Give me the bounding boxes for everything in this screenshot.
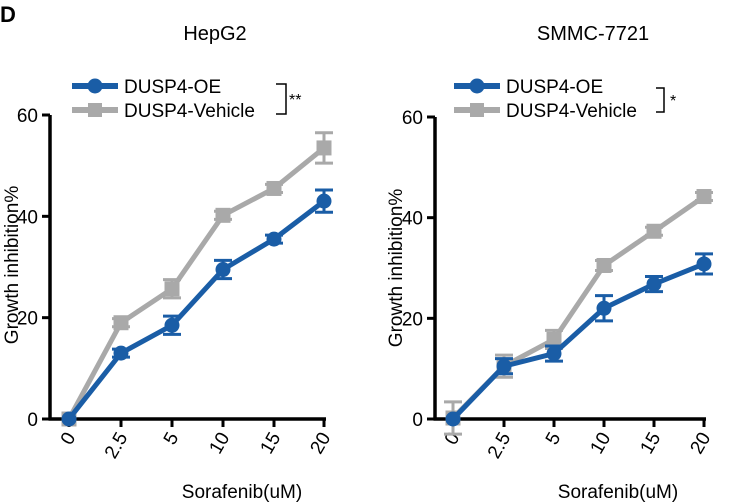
data-point-vehicle (113, 315, 129, 331)
panel-label: D (0, 2, 16, 27)
legend-vehicle-marker (88, 103, 102, 117)
legend-vehicle-marker (470, 103, 484, 117)
data-point-oe (596, 300, 612, 316)
significance-mark: ** (289, 92, 301, 109)
x-tick-label: 0 (57, 429, 80, 449)
x-tick-label: 20 (687, 429, 716, 458)
x-tick-label: 2.5 (101, 429, 132, 462)
x-axis-label: Sorafenib(uM) (558, 482, 678, 503)
data-point-oe (215, 262, 231, 278)
series-line-oe (451, 261, 705, 421)
x-tick-label: 20 (307, 429, 336, 458)
data-point-oe (546, 346, 562, 362)
data-point-oe (266, 231, 282, 247)
series-line-oe (67, 199, 326, 421)
data-point-vehicle (266, 180, 282, 196)
significance-bracket (276, 83, 287, 115)
data-point-vehicle (316, 140, 332, 156)
y-tick-label: 60 (17, 106, 38, 127)
data-point-vehicle (696, 189, 712, 205)
data-point-oe (113, 345, 129, 361)
y-tick-label: 0 (27, 410, 38, 431)
data-point-vehicle (596, 257, 612, 273)
x-tick-label: 5 (542, 429, 565, 449)
chart-title: SMMC-7721 (537, 23, 649, 45)
legend-vehicle-label: DUSP4-Vehicle (124, 101, 255, 122)
y-tick-label: 20 (17, 309, 38, 330)
data-point-vehicle (164, 281, 180, 297)
x-tick-label: 15 (257, 429, 286, 458)
x-tick-label: 10 (587, 429, 616, 458)
data-point-oe (445, 411, 461, 427)
data-point-oe (646, 276, 662, 292)
y-axis-label: Growth inhibition% (386, 189, 407, 348)
chart-hepg2: HepG2 Growth inhibition% Sorafenib(uM) 0… (2, 23, 335, 503)
series-line-vehicle (66, 145, 326, 421)
legend-oe-label: DUSP4-OE (506, 77, 603, 98)
legend-oe-marker (469, 78, 485, 94)
y-tick-label: 40 (402, 209, 423, 230)
data-point-oe (316, 193, 332, 209)
y-tick-label: 40 (17, 207, 38, 228)
x-axis-label: Sorafenib(uM) (182, 482, 302, 503)
y-axis-label: Growth inhibition% (2, 186, 23, 345)
data-point-vehicle (546, 331, 562, 347)
significance-mark: * (670, 93, 676, 110)
data-point-oe (61, 411, 77, 427)
data-point-oe (496, 358, 512, 374)
data-point-oe (164, 317, 180, 333)
x-tick-label: 15 (637, 429, 666, 458)
data-point-vehicle (215, 207, 231, 223)
legend-vehicle-label: DUSP4-Vehicle (506, 101, 637, 122)
chart-smmc7721: SMMC-7721 Growth inhibition% Sorafenib(u… (386, 23, 715, 503)
legend-oe-marker (87, 78, 103, 94)
series-line-vehicle (451, 194, 706, 420)
legend-oe-label: DUSP4-OE (124, 77, 221, 98)
x-tick-label: 10 (206, 429, 235, 458)
y-tick-label: 20 (402, 309, 423, 330)
x-tick-label: 5 (160, 429, 183, 449)
chart-title: HepG2 (183, 23, 246, 45)
x-tick-label: 2.5 (484, 429, 515, 462)
y-tick-label: 60 (402, 108, 423, 129)
legend: DUSP4-OE DUSP4-Vehicle ** (72, 77, 301, 122)
legend: DUSP4-OE DUSP4-Vehicle * (454, 77, 676, 122)
data-point-oe (696, 256, 712, 272)
data-point-vehicle (646, 223, 662, 239)
significance-bracket (656, 87, 665, 113)
y-tick-label: 0 (412, 410, 423, 431)
